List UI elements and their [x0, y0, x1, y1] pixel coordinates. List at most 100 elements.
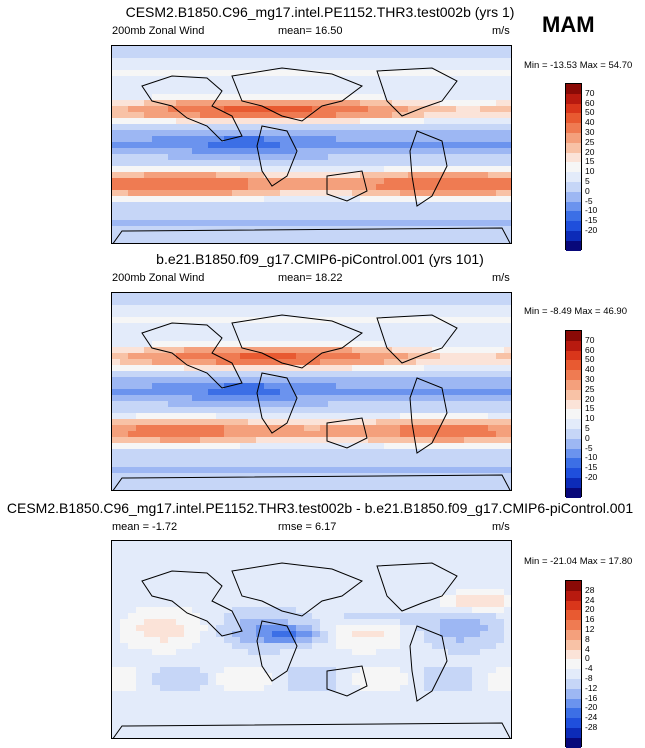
map-cell	[368, 371, 377, 378]
map-cell	[448, 232, 457, 239]
map-cell	[192, 220, 201, 227]
map-cell	[376, 220, 385, 227]
map-cell	[448, 685, 457, 692]
map-cell	[376, 64, 385, 71]
colorbar-tick-label: -10	[585, 205, 597, 215]
map-cell	[488, 166, 497, 173]
map-cell	[160, 613, 169, 620]
map-cell	[504, 667, 511, 674]
map-cell	[152, 437, 161, 444]
map-cell	[144, 703, 153, 710]
map-cell	[248, 154, 257, 161]
map-cell	[416, 419, 425, 426]
map-cell	[480, 607, 489, 614]
map-cell	[416, 371, 425, 378]
map-cell	[368, 347, 377, 354]
map-cell	[408, 160, 417, 167]
map-cell	[464, 583, 473, 590]
map-cell	[424, 401, 433, 408]
map-cell	[448, 595, 457, 602]
map-cell	[120, 595, 129, 602]
map-cell	[312, 76, 321, 83]
map-cell	[384, 625, 393, 632]
map-cell	[352, 455, 361, 462]
map-cell	[224, 124, 233, 131]
map-cell	[376, 589, 385, 596]
map-cell	[432, 232, 441, 239]
map-cell	[496, 329, 505, 336]
map-cell	[168, 142, 177, 149]
map-cell	[168, 58, 177, 65]
map-cell	[112, 589, 121, 596]
map-cell	[296, 583, 305, 590]
map-cell	[280, 643, 289, 650]
map-cell	[456, 208, 465, 215]
map-cell	[240, 541, 249, 548]
map-cell	[472, 461, 481, 468]
map-cell	[200, 649, 209, 656]
map-cell	[208, 232, 217, 239]
map-cell	[280, 184, 289, 191]
map-cell	[392, 214, 401, 221]
map-cell	[160, 679, 169, 686]
map-cell	[160, 631, 169, 638]
map-cell	[160, 467, 169, 474]
map-cell	[160, 232, 169, 239]
map-cell	[392, 172, 401, 179]
map-cell	[496, 184, 505, 191]
map-cell	[456, 589, 465, 596]
map-cell	[272, 389, 281, 396]
map-cell	[320, 112, 329, 119]
map-cell	[488, 238, 497, 243]
map-cell	[144, 76, 153, 83]
map-cell	[480, 413, 489, 420]
map-cell	[488, 184, 497, 191]
map-cell	[224, 106, 233, 113]
map-cell	[360, 100, 369, 107]
map-cell	[304, 106, 313, 113]
map-cell	[296, 154, 305, 161]
map-cell	[376, 389, 385, 396]
map-cell	[224, 299, 233, 306]
map-cell	[144, 437, 153, 444]
map-cell	[128, 160, 137, 167]
map-cell	[480, 553, 489, 560]
map-cell	[408, 661, 417, 668]
map-cell	[400, 208, 409, 215]
map-cell	[176, 589, 185, 596]
map-cell	[264, 214, 273, 221]
map-cell	[128, 431, 137, 438]
map-cell	[128, 341, 137, 348]
map-cell	[112, 697, 121, 704]
map-cell	[232, 299, 241, 306]
map-cell	[368, 389, 377, 396]
map-cell	[240, 88, 249, 95]
map-cell	[200, 76, 209, 83]
map-cell	[120, 613, 129, 620]
map-cell	[448, 142, 457, 149]
map-cell	[344, 238, 353, 243]
map-cell	[192, 64, 201, 71]
map-cell	[488, 643, 497, 650]
map-cell	[304, 589, 313, 596]
map-cell	[272, 649, 281, 656]
map-cell	[472, 214, 481, 221]
map-cell	[312, 431, 321, 438]
map-cell	[464, 655, 473, 662]
map-cell	[208, 208, 217, 215]
map-cell	[360, 94, 369, 101]
map-cell	[216, 395, 225, 402]
map-cell	[128, 401, 137, 408]
map-cell	[288, 172, 297, 179]
map-cell	[464, 643, 473, 650]
map-cell	[240, 196, 249, 203]
map-cell	[504, 106, 511, 113]
map-cell	[272, 443, 281, 450]
map-cell	[176, 190, 185, 197]
map-cell	[440, 559, 449, 566]
colorbar-swatch	[566, 449, 581, 459]
map-cell	[424, 703, 433, 710]
map-cell	[312, 395, 321, 402]
map-cell	[240, 323, 249, 330]
map-cell	[336, 547, 345, 554]
